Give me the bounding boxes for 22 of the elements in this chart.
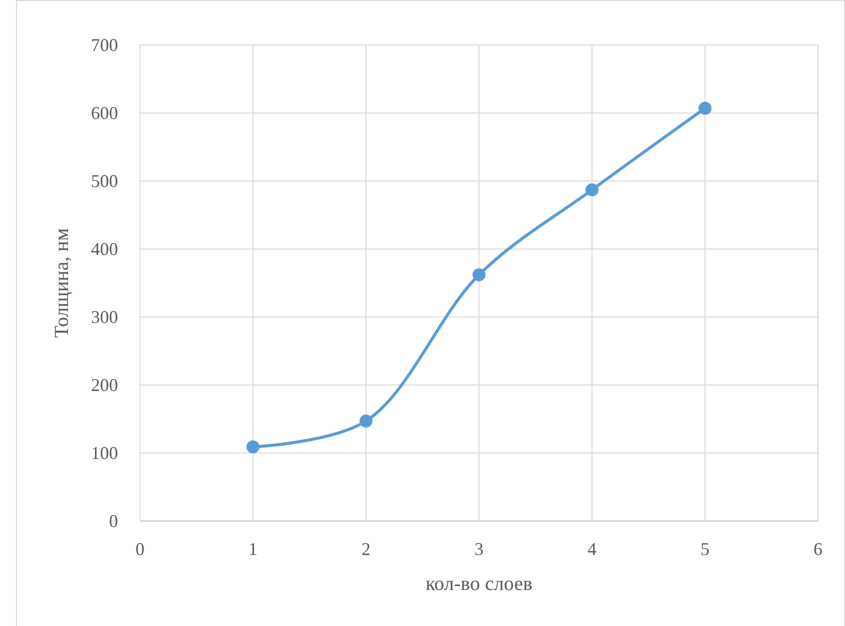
point	[586, 183, 598, 196]
x-axis-title: кол-во слоев	[426, 573, 532, 595]
y-tick-label: 400	[91, 239, 118, 259]
x-tick-label: 2	[362, 539, 370, 559]
y-tick-label: 500	[91, 171, 118, 191]
y-axis-title: Толщина, нм	[51, 228, 73, 338]
x-tick-label: 5	[700, 539, 710, 559]
y-tick-label: 700	[91, 35, 118, 55]
y-tick-label: 0	[109, 511, 118, 531]
y-tick-label: 100	[91, 443, 118, 463]
point	[360, 414, 372, 428]
y-tick-label: 200	[91, 375, 118, 395]
y-tick-label: 600	[91, 103, 118, 123]
x-tick-label: 3	[474, 539, 484, 559]
point	[698, 102, 712, 115]
x-tick-label: 1	[248, 539, 258, 559]
x-tick-label: 0	[136, 539, 144, 559]
x-tick-label: 6	[814, 539, 822, 559]
y-tick-label: 300	[91, 307, 118, 327]
point	[246, 440, 260, 454]
x-tick-label: 4	[588, 539, 596, 559]
point	[472, 268, 486, 282]
